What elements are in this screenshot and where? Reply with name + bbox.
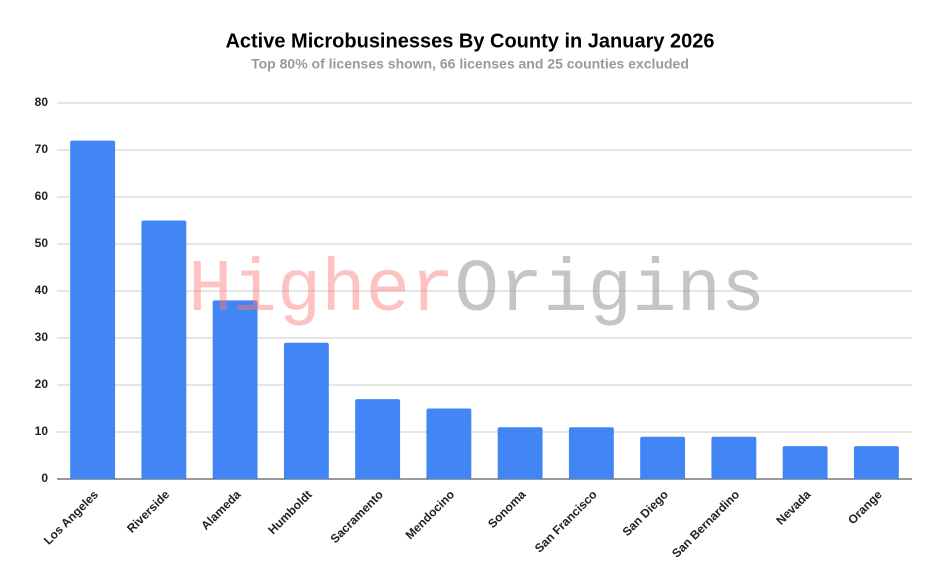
bar bbox=[212, 300, 258, 479]
y-tick-label: 60 bbox=[35, 189, 49, 203]
watermark: HigherOrigins bbox=[188, 249, 765, 333]
x-tick-label: San Diego bbox=[620, 487, 671, 538]
bar bbox=[640, 436, 686, 479]
x-tick-label: Nevada bbox=[773, 487, 813, 527]
bar bbox=[497, 427, 543, 479]
bar bbox=[853, 446, 899, 479]
chart-title: Active Microbusinesses By County in Janu… bbox=[225, 30, 714, 52]
x-tick-label: Alameda bbox=[198, 487, 244, 533]
y-tick-label: 80 bbox=[35, 95, 49, 109]
watermark-part: Origins bbox=[454, 249, 765, 333]
y-tick-label: 40 bbox=[35, 283, 49, 297]
bar bbox=[711, 436, 757, 479]
y-tick-label: 30 bbox=[35, 330, 49, 344]
x-tick-label: Riverside bbox=[124, 487, 172, 535]
y-tick-label: 10 bbox=[35, 424, 49, 438]
bar bbox=[426, 408, 472, 479]
bar bbox=[70, 140, 116, 479]
bar bbox=[568, 427, 614, 479]
x-tick-label: Mendocino bbox=[403, 487, 458, 542]
bar bbox=[355, 399, 401, 479]
bar bbox=[141, 220, 187, 479]
bar bbox=[283, 342, 329, 479]
x-tick-label: San Francisco bbox=[532, 487, 600, 555]
x-tick-label: Los Angeles bbox=[41, 487, 101, 547]
bar bbox=[782, 446, 828, 479]
watermark-part: Higher bbox=[188, 249, 454, 333]
x-tick-label: San Bernardino bbox=[669, 487, 742, 560]
x-tick-label: Orange bbox=[845, 487, 885, 527]
y-tick-label: 70 bbox=[35, 142, 49, 156]
chart-subtitle: Top 80% of licenses shown, 66 licenses a… bbox=[251, 56, 689, 72]
x-tick-label: Sonoma bbox=[485, 487, 529, 531]
x-tick-label: Humboldt bbox=[265, 487, 314, 536]
y-tick-label: 50 bbox=[35, 236, 49, 250]
y-tick-label: 0 bbox=[41, 471, 48, 485]
x-tick-label: Sacramento bbox=[328, 487, 386, 545]
y-tick-label: 20 bbox=[35, 377, 49, 391]
